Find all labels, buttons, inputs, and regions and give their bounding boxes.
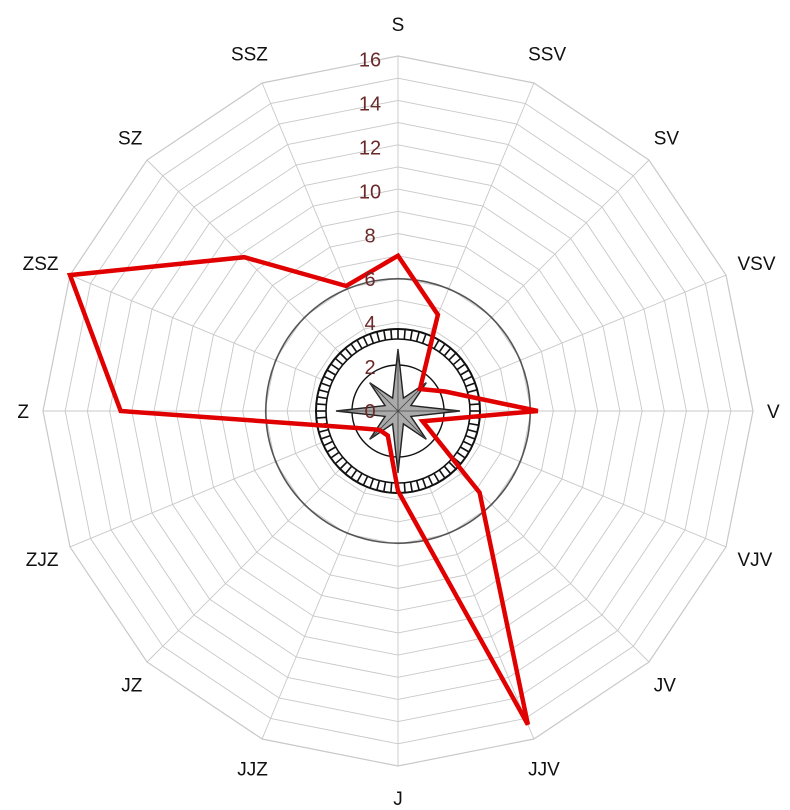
direction-label-SSV: SSV <box>528 45 566 66</box>
tick-label-10: 10 <box>359 181 381 203</box>
compass-tick <box>391 483 392 493</box>
compass-tick <box>316 417 326 418</box>
compass-tick <box>391 329 392 339</box>
tick-label-14: 14 <box>359 94 381 116</box>
tick-label-2: 2 <box>364 357 375 379</box>
compass-tick <box>404 329 405 339</box>
direction-label-JJV: JJV <box>528 760 560 781</box>
direction-label-SSZ: SSZ <box>231 45 268 66</box>
direction-label-J: J <box>393 789 403 805</box>
direction-label-SV: SV <box>654 128 680 149</box>
compass-rose-icon <box>316 329 480 493</box>
direction-label-V: V <box>767 402 780 423</box>
direction-label-ZSZ: ZSZ <box>23 254 59 275</box>
direction-label-Z: Z <box>17 402 29 423</box>
tick-label-16: 16 <box>359 50 381 72</box>
compass-tick <box>470 404 480 405</box>
direction-label-SZ: SZ <box>118 128 143 149</box>
tick-label-8: 8 <box>364 225 375 247</box>
tick-label-0: 0 <box>364 401 375 423</box>
tick-label-6: 6 <box>364 269 375 291</box>
direction-label-VSV: VSV <box>738 254 776 275</box>
direction-label-S: S <box>392 15 405 36</box>
compass-tick <box>404 483 405 493</box>
compass-tick <box>316 404 326 405</box>
tick-label-4: 4 <box>364 313 375 335</box>
direction-label-VJV: VJV <box>738 550 773 571</box>
series-layer <box>70 256 538 725</box>
direction-label-JZ: JZ <box>121 676 143 697</box>
direction-label-JV: JV <box>654 676 677 697</box>
tick-label-12: 12 <box>359 137 381 159</box>
direction-label-ZJZ: ZJZ <box>26 550 59 571</box>
series-line-0 <box>70 256 538 725</box>
direction-label-JJZ: JJZ <box>237 760 268 781</box>
